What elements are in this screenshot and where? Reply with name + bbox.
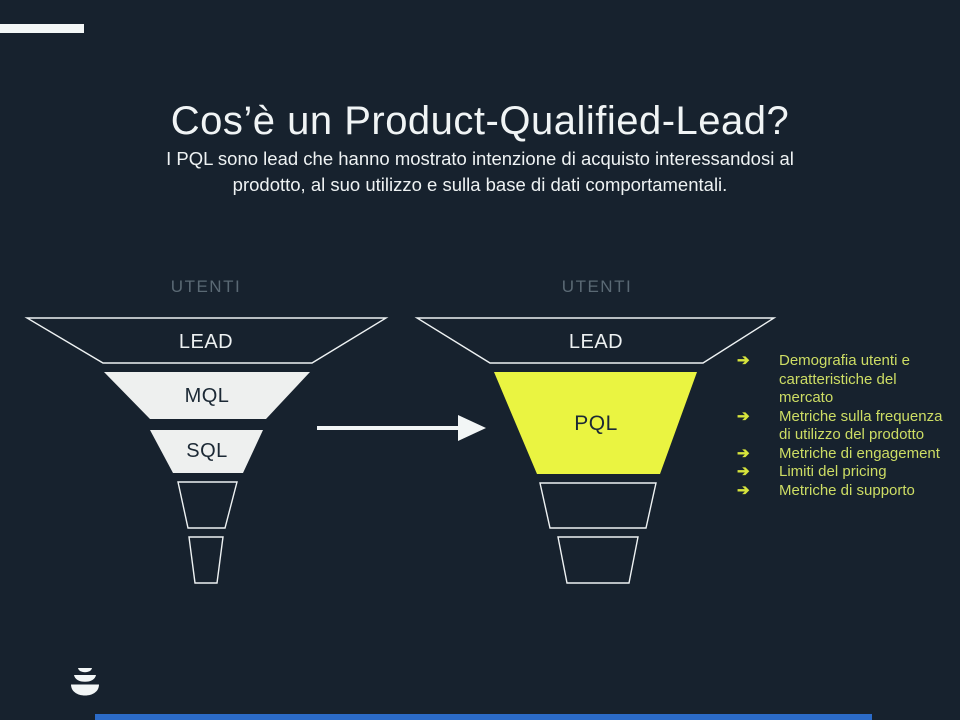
left-funnel-stage-4-shape [177, 481, 238, 529]
list-item: ➔ Demografia utenti e caratteristiche de… [737, 352, 955, 408]
right-funnel-label-lead: LEAD [568, 331, 624, 353]
top-left-accent-bar [0, 24, 84, 33]
list-item: ➔ Limiti del pricing [737, 463, 955, 482]
left-funnel-stage-sql-shape [150, 430, 263, 473]
list-item-line: Limiti del pricing [779, 463, 887, 480]
arrow-bullet-icon: ➔ [737, 463, 750, 480]
arrow-head [458, 415, 486, 441]
list-item-line: Metriche di supporto [779, 481, 915, 499]
pql-criteria-list: ➔ Demografia utenti e caratteristiche de… [737, 352, 955, 500]
left-funnel-stage-mql-shape [104, 372, 310, 419]
logo-layer-top [78, 668, 92, 673]
brand-logo-icon [71, 668, 99, 696]
right-funnel-stage-pql-shape [494, 372, 697, 474]
list-item-text: Metriche sulla frequenza di utilizzo del… [779, 408, 942, 445]
list-item-text: Demografia utenti e caratteristiche del … [779, 352, 910, 408]
right-funnel-stage-3-shape [539, 482, 657, 529]
list-item-line: Demografia utenti e [779, 352, 910, 369]
right-funnel-stage-4-shape [557, 536, 639, 584]
list-item: ➔ Metriche di supporto [737, 482, 955, 501]
subtitle-line-2: prodotto, al suo utilizzo e sulla base d… [232, 174, 728, 195]
left-funnel-stage-5-shape [188, 536, 224, 584]
list-item-line: Metriche sulla frequenza [779, 407, 943, 425]
slide-subtitle: I PQL sono lead che hanno mostrato inten… [0, 146, 960, 198]
left-funnel-label-lead: LEAD [178, 331, 234, 353]
list-item-line: Metriche di engagement [779, 444, 940, 462]
arrow-bullet-icon: ➔ [737, 481, 750, 499]
list-item-text: Metriche di engagement [779, 445, 940, 464]
left-funnel-label-sql: SQL [186, 440, 228, 462]
left-funnel-label-mql: MQL [184, 385, 230, 407]
list-item-text: Limiti del pricing [779, 463, 887, 482]
right-funnel-header: UTENTI [561, 277, 633, 296]
logo-layer-bottom [71, 684, 99, 696]
right-arrow-icon [317, 415, 486, 441]
subtitle-line-1: I PQL sono lead che hanno mostrato inten… [166, 148, 794, 169]
right-funnel-stage-lead-shape [414, 317, 777, 364]
right-funnel-label-pql: PQL [574, 412, 618, 435]
list-item-line: mercato [779, 389, 834, 406]
list-item-line: di utilizzo del prodotto [779, 426, 925, 443]
left-funnel-stage-lead-shape [24, 317, 389, 364]
right-funnel-diagram [414, 317, 777, 584]
list-item: ➔ Metriche sulla frequenza di utilizzo d… [737, 408, 955, 445]
left-funnel-header: UTENTI [170, 277, 242, 296]
arrow-bullet-icon: ➔ [737, 407, 750, 425]
left-funnel-diagram [24, 317, 389, 584]
list-item: ➔ Metriche di engagement [737, 445, 955, 464]
list-item-line: caratteristiche del [779, 370, 897, 388]
logo-layer-middle [74, 675, 96, 682]
page-title: Cos’è un Product-Qualified-Lead? [170, 98, 790, 143]
list-item-text: Metriche di supporto [779, 482, 915, 501]
progress-bar [95, 714, 872, 720]
arrow-bullet-icon: ➔ [737, 444, 750, 462]
arrow-bullet-icon: ➔ [737, 352, 750, 369]
